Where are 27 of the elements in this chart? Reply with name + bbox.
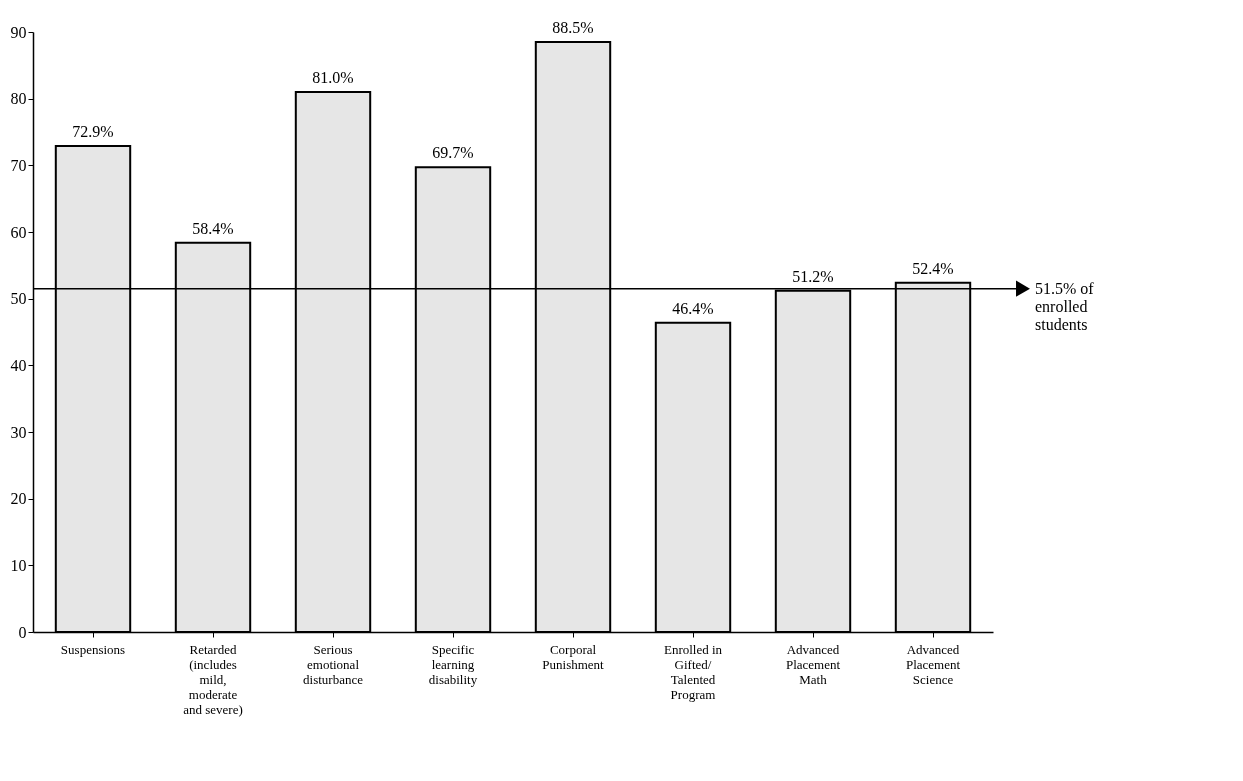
data-label: 51.2% [792, 267, 834, 285]
y-tick-label: 60 [10, 223, 27, 241]
data-label: 46.4% [672, 299, 714, 317]
y-tick-label: 80 [10, 90, 27, 108]
y-tick-label: 50 [10, 290, 27, 308]
x-tick-label: Specific learning disability [428, 641, 478, 687]
x-tick-label: Corporal Punishment [542, 641, 605, 672]
x-tick-label: Advanced Placement Science [905, 641, 961, 687]
x-tick-label: Enrolled in Gifted/ Talented Program [663, 641, 723, 702]
y-tick-label: 40 [10, 356, 27, 374]
y-tick-label: 20 [10, 490, 27, 508]
y-tick-label: 70 [10, 156, 27, 174]
data-label: 88.5% [552, 19, 594, 36]
x-tick-label: Advanced Placement Math [785, 641, 841, 687]
data-label: 72.9% [72, 123, 114, 140]
legend-label: 51.5% of enrolled students [1035, 279, 1095, 333]
y-tick-label: 90 [10, 23, 27, 41]
x-tick-label: Serious emotional disturbance [303, 641, 364, 687]
data-label: 69.7% [432, 144, 474, 162]
y-tick-label: 30 [10, 423, 27, 441]
data-label: 58.4% [192, 219, 234, 237]
y-tick-label: 0 [18, 623, 27, 641]
y-tick-label: 10 [10, 556, 27, 574]
x-tick-label: Retarded (includes mild, moderate and severe) [183, 641, 243, 717]
data-label: 81.0% [312, 69, 354, 86]
data-label: 52.4% [912, 259, 954, 277]
x-tick-label: Suspensions [60, 641, 126, 657]
